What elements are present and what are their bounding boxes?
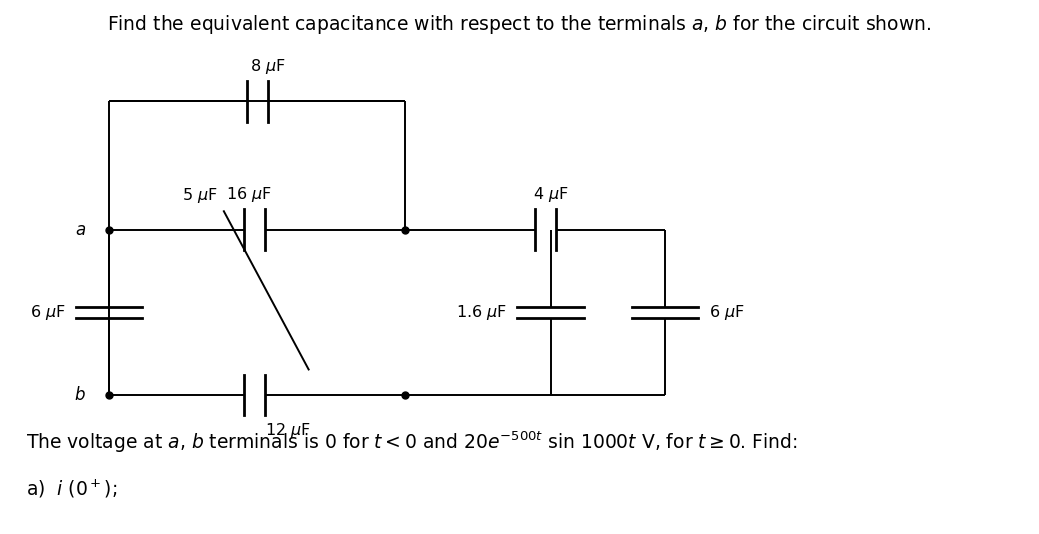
- Text: 6 $\mu$F: 6 $\mu$F: [709, 303, 744, 322]
- Text: 16 $\mu$F: 16 $\mu$F: [227, 185, 272, 204]
- Text: 5 $\mu$F: 5 $\mu$F: [183, 186, 218, 205]
- Text: 12 $\mu$F: 12 $\mu$F: [265, 421, 311, 440]
- Text: a)  $i$ (0$^+$);: a) $i$ (0$^+$);: [26, 478, 117, 500]
- Text: The voltage at $a$, $b$ terminals is 0 for $t < 0$ and $20e^{-500t}$ sin 1000$t$: The voltage at $a$, $b$ terminals is 0 f…: [26, 430, 798, 456]
- Text: $a$: $a$: [75, 221, 86, 239]
- Text: 8 $\mu$F: 8 $\mu$F: [249, 57, 286, 76]
- Text: 4 $\mu$F: 4 $\mu$F: [533, 185, 568, 204]
- Text: 6 $\mu$F: 6 $\mu$F: [30, 303, 65, 322]
- Text: 1.6 $\mu$F: 1.6 $\mu$F: [456, 303, 507, 322]
- Text: Find the equivalent capacitance with respect to the terminals $a$, $b$ for the c: Find the equivalent capacitance with res…: [107, 13, 932, 36]
- Text: $b$: $b$: [75, 386, 86, 404]
